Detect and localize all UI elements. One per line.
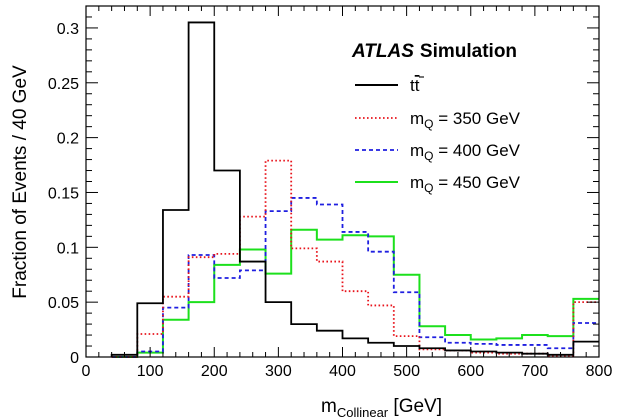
y-tick-label: 0.2	[57, 131, 79, 148]
legend-label: mQ = 350 GeV	[410, 109, 521, 131]
x-tick-label: 500	[393, 363, 420, 380]
x-tick-label: 0	[82, 363, 91, 380]
x-tick-label: 700	[522, 363, 549, 380]
atlas-label-simulation: Simulation	[420, 41, 517, 62]
x-axis-title-main: m	[321, 396, 337, 417]
series-layer	[110, 21, 599, 358]
legend-label-m: m	[410, 173, 424, 192]
legend-label-subscript: Q	[424, 117, 433, 131]
x-axis-title-subscript: Collinear	[337, 405, 389, 419]
legend-label-value: = 350 GeV	[434, 109, 521, 128]
x-tick-labels: 0 100 200 300 400 500 600 700 800	[82, 363, 613, 380]
legend-label-m: m	[410, 109, 424, 128]
x-axis-title: mCollinear [GeV]	[321, 396, 442, 419]
y-tick-labels: 0 0.05 0.1 0.15 0.2 0.25 0.3	[48, 21, 79, 367]
y-tick-label: 0.15	[48, 185, 79, 202]
x-axis-title-unit: [GeV]	[388, 396, 442, 417]
legend-label-subscript: Q	[424, 149, 433, 163]
legend-label: mQ = 400 GeV	[410, 141, 521, 163]
y-tick-label: 0.25	[48, 76, 79, 93]
legend-label: mQ = 450 GeV	[410, 173, 521, 195]
atlas-label-experiment: ATLAS	[351, 41, 414, 62]
atlas-label: ATLAS Simulation	[351, 41, 517, 62]
legend-label-t: t	[410, 76, 415, 95]
x-tick-label: 800	[586, 363, 613, 380]
x-tick-label: 400	[329, 363, 356, 380]
series-ttbar-histogram	[110, 21, 599, 357]
x-tick-label: 300	[265, 363, 292, 380]
legend-label-subscript: Q	[424, 181, 433, 195]
ticks-layer	[85, 5, 600, 358]
y-tick-label: 0.3	[57, 21, 79, 38]
legend-label-value: = 450 GeV	[434, 173, 521, 192]
legend-label-tbar: t	[415, 76, 420, 95]
x-tick-label: 100	[137, 363, 164, 380]
y-tick-label: 0	[70, 350, 79, 367]
y-tick-label: 0.1	[57, 240, 79, 257]
y-axis-title: Fraction of Events / 40 GeV	[10, 65, 31, 299]
x-tick-label: 200	[201, 363, 228, 380]
series-mq-450-histogram	[111, 228, 599, 358]
y-tick-label: 0.05	[48, 295, 79, 312]
series-mq-400-histogram	[111, 197, 599, 358]
x-tick-label: 600	[457, 363, 484, 380]
legend-label-value: = 400 GeV	[434, 141, 521, 160]
legend-label: tt	[410, 76, 420, 95]
series-mq-350-histogram	[111, 159, 599, 358]
legend-label-m: m	[410, 141, 424, 160]
